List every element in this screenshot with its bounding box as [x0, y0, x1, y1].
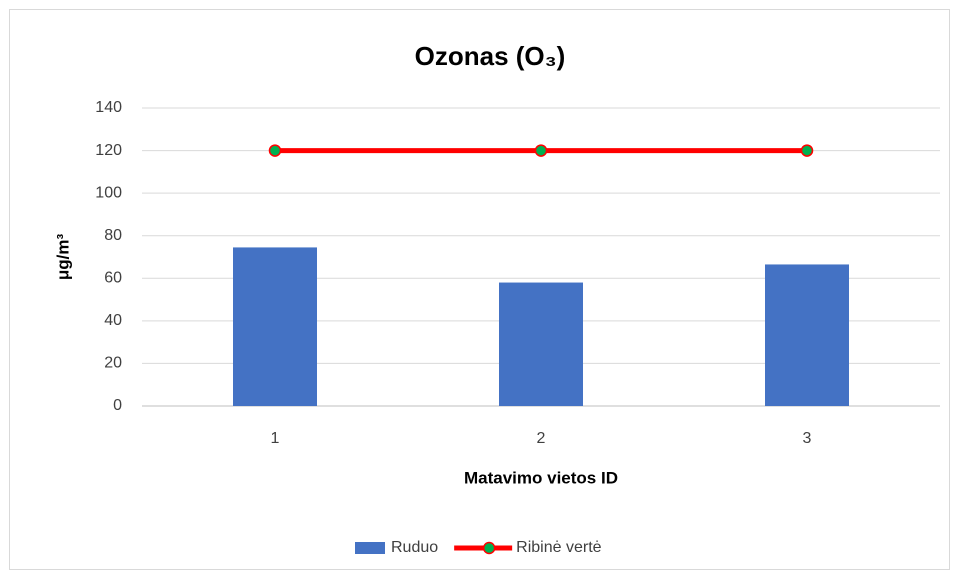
legend-label: Ruduo — [391, 539, 438, 556]
y-tick-label: 20 — [104, 355, 122, 372]
bar — [233, 247, 317, 406]
x-tick-label: 3 — [803, 430, 812, 447]
chart-title: Ozonas (O₃) — [415, 41, 566, 71]
x-axis-label: Matavimo vietos ID — [464, 468, 618, 487]
y-tick-label: 140 — [95, 99, 122, 116]
y-axis-label: μg/m³ — [53, 234, 72, 281]
x-tick-label: 1 — [271, 430, 280, 447]
line-marker — [800, 144, 814, 157]
y-tick-label: 60 — [104, 270, 122, 287]
y-tick-label: 40 — [104, 312, 122, 329]
y-tick-label: 80 — [104, 227, 122, 244]
x-tick-label: 2 — [537, 430, 546, 447]
line-marker — [268, 144, 282, 157]
legend-label: Ribinė vertė — [516, 539, 601, 556]
y-tick-label: 0 — [113, 397, 122, 414]
y-tick-label: 100 — [95, 184, 122, 201]
bar — [765, 264, 849, 406]
y-tick-label: 120 — [95, 142, 122, 159]
legend-swatch — [355, 542, 385, 554]
bar — [499, 282, 583, 406]
legend-marker — [482, 541, 496, 555]
line-marker — [534, 144, 548, 157]
